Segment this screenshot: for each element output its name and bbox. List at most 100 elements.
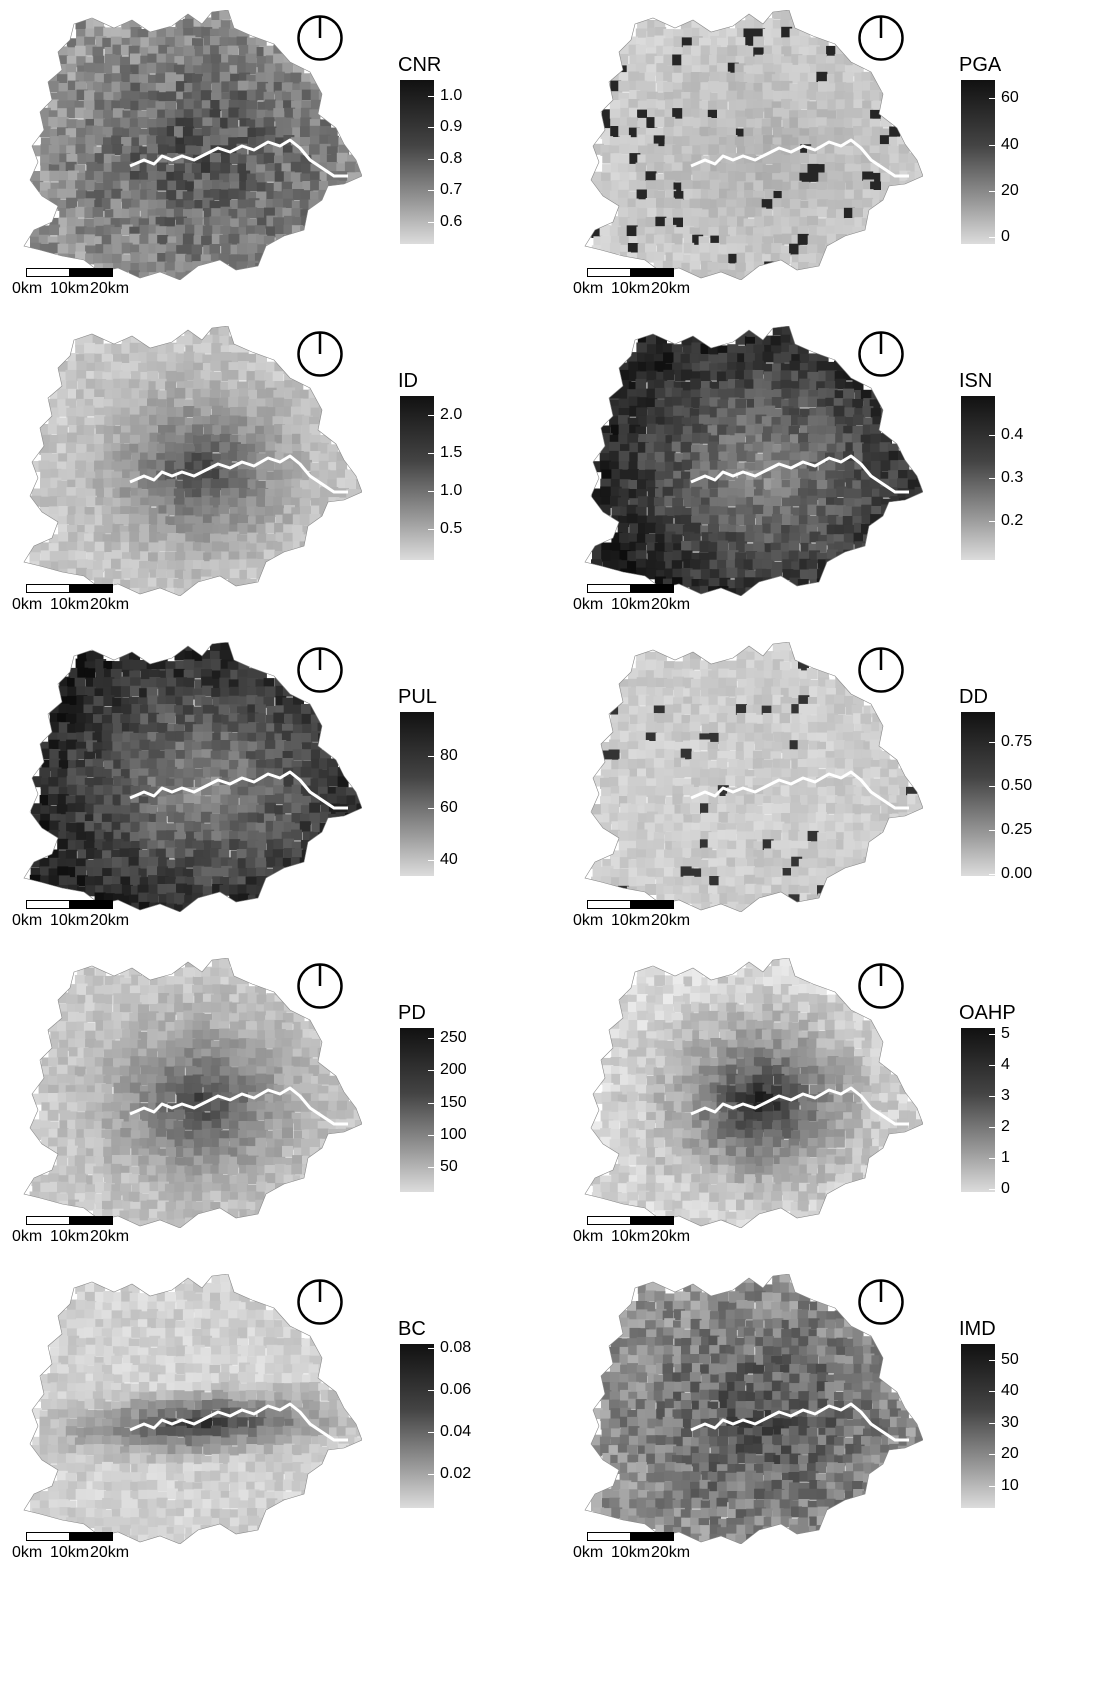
legend-tick-label: 250	[440, 1028, 467, 1046]
legend-title: PUL	[398, 686, 437, 708]
legend-tickmark	[989, 144, 995, 146]
river-thames	[690, 454, 909, 494]
scale-segment-white	[587, 1532, 631, 1541]
map-outline	[584, 10, 923, 280]
north-arrow-icon	[857, 330, 905, 378]
legend-tickmark	[989, 1454, 995, 1456]
scale-label: 10km	[611, 1544, 651, 1561]
scale-segment-black	[630, 268, 674, 277]
scale-segment-black	[630, 900, 674, 909]
scale-segment-white	[587, 900, 631, 909]
river-thames	[129, 1086, 348, 1126]
legend-title: BC	[398, 1318, 426, 1340]
scale-segment-black	[69, 900, 113, 909]
legend-tick-label: 3	[1001, 1087, 1010, 1105]
legend-tickmark	[989, 1065, 995, 1067]
legend-tick-label: 0	[1001, 1179, 1010, 1197]
legend-tickmark	[989, 521, 995, 523]
legend-title: DD	[959, 686, 988, 708]
map-isn	[584, 326, 923, 596]
legend-tickmark	[989, 98, 995, 100]
scale-label: 0km	[12, 1544, 43, 1561]
map-outline	[584, 958, 923, 1228]
map-panel-pga: PGA 60 40 20 0 0km 10km 20km	[561, 0, 1113, 338]
legend-tickmark	[428, 1348, 434, 1350]
map-area-cells	[29, 326, 362, 596]
scale-label: 0km	[12, 1228, 43, 1245]
legend-tickmark	[989, 874, 995, 876]
legend-tick-label: 20	[1001, 181, 1019, 199]
legend-tick-label: 0.02	[440, 1465, 472, 1483]
map-pd	[23, 958, 362, 1228]
legend-tickmark	[428, 221, 434, 223]
legend-tick-label: 150	[440, 1093, 467, 1111]
legend-colorbar	[400, 396, 434, 560]
map-pga	[584, 10, 923, 280]
legend-tickmark	[428, 1102, 434, 1104]
legend-title: PGA	[959, 54, 1002, 76]
map-outline	[584, 642, 923, 912]
legend-title: ID	[398, 370, 418, 392]
legend-tick-label: 0.8	[440, 149, 463, 167]
legend-tick-label: 2.0	[440, 406, 463, 424]
scale-segment-white	[587, 584, 631, 593]
scale-label: 20km	[651, 1228, 691, 1245]
legend-tickmark	[428, 1432, 434, 1434]
legend-tick-label: 200	[440, 1061, 467, 1079]
legend-title: OAHP	[959, 1002, 1016, 1024]
scale-segment-white	[26, 1532, 70, 1541]
map-panel-bc: BC 0.08 0.06 0.04 0.02 0km 10km 20km	[0, 1264, 556, 1602]
map-panel-oahp: OAHP 5 4 3 2 1 0 0km 10km 20km	[561, 948, 1113, 1286]
legend-tick-label: 0.75	[1001, 732, 1033, 750]
scale-segment-white	[26, 900, 70, 909]
legend-colorbar	[400, 1344, 434, 1508]
scale-label: 10km	[611, 280, 651, 297]
legend-tickmark	[989, 1034, 995, 1036]
legend-tickmark	[428, 415, 434, 417]
legend-tickmark	[989, 1422, 995, 1424]
legend-tickmark	[428, 491, 434, 493]
scale-segment-white	[26, 268, 70, 277]
legend-colorbar	[961, 80, 995, 244]
legend-tick-label: 40	[1001, 1382, 1019, 1400]
legend-tick-label: 1	[1001, 1148, 1010, 1166]
map-area-cells	[29, 10, 362, 280]
legend-tick-label: 0.2	[1001, 512, 1024, 530]
legend-tick-label: 0.25	[1001, 821, 1033, 839]
legend-colorbar	[400, 712, 434, 876]
legend-tickmark	[989, 830, 995, 832]
scale-segment-white	[26, 584, 70, 593]
legend-tickmark	[989, 1127, 995, 1129]
legend-colorbar	[961, 712, 995, 876]
north-arrow-icon	[857, 14, 905, 62]
legend-colorbar	[400, 80, 434, 244]
scale-segment-black	[69, 268, 113, 277]
scale-label: 10km	[50, 280, 90, 297]
legend-tickmark	[989, 237, 995, 239]
legend-colorbar	[961, 1344, 995, 1508]
legend-tick-label: 0.7	[440, 181, 463, 199]
scale-label: 10km	[50, 1228, 90, 1245]
legend-tickmark	[428, 1037, 434, 1039]
river-thames	[690, 138, 909, 178]
map-dd	[584, 642, 923, 912]
map-bc	[23, 1274, 362, 1544]
legend-tick-label: 60	[1001, 89, 1019, 107]
river-thames	[129, 454, 348, 494]
legend-tick-label: 0.5	[440, 520, 463, 538]
north-arrow-icon	[296, 14, 344, 62]
legend-tick-label: 0.08	[440, 1339, 472, 1357]
legend-tick-label: 20	[1001, 1445, 1019, 1463]
legend-tickmark	[428, 529, 434, 531]
legend-tick-label: 1.5	[440, 444, 463, 462]
map-outline	[23, 1274, 362, 1544]
legend-tickmark	[989, 434, 995, 436]
scale-segment-white	[587, 268, 631, 277]
map-area-cells	[591, 958, 923, 1228]
legend-tickmark	[428, 756, 434, 758]
legend-tick-label: 40	[1001, 135, 1019, 153]
map-outline	[23, 326, 362, 596]
map-panel-imd: IMD 50 40 30 20 10 0km 10km 20km	[561, 1264, 1113, 1602]
map-panel-isn: ISN 0.4 0.3 0.2 0km 10km 20km	[561, 316, 1113, 654]
legend-title: IMD	[959, 1318, 996, 1340]
